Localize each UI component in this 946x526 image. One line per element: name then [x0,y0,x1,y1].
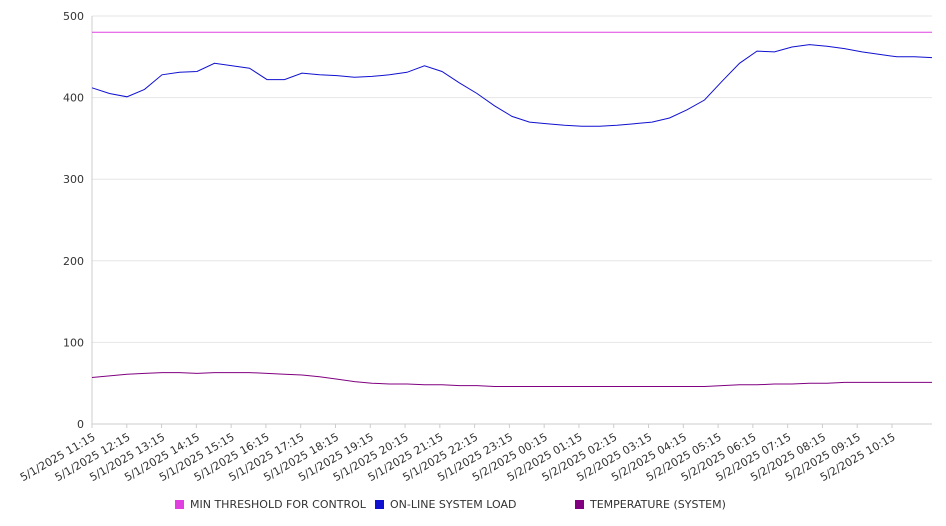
chart-axes [91,16,932,425]
y-tick-label: 500 [63,10,84,23]
y-tick-label: 100 [63,336,84,349]
y-tick-label: 0 [77,418,84,431]
y-axis-tick-labels: 0 100 200 300 400 500 [63,10,84,431]
legend-item-min-threshold[interactable]: MIN THRESHOLD FOR CONTROL [175,498,366,511]
series-line-system-load [91,44,933,127]
legend-swatch-temperature [575,500,584,509]
legend-swatch-min-threshold [175,500,184,509]
legend-item-system-load[interactable]: ON-LINE SYSTEM LOAD [375,498,516,511]
y-tick-label: 200 [63,255,84,268]
chart-gridlines [92,15,932,343]
legend-swatch-system-load [375,500,384,509]
series-line-temperature [91,372,932,387]
legend-label-system-load: ON-LINE SYSTEM LOAD [390,498,517,511]
chart-legend: MIN THRESHOLD FOR CONTROL ON-LINE SYSTEM… [0,498,946,514]
y-tick-label: 300 [63,173,84,186]
chart-series [91,31,933,387]
legend-label-temperature: TEMPERATURE (SYSTEM) [590,498,726,511]
y-tick-label: 400 [63,92,84,105]
x-axis-tick-labels: 5/1/2025 11:155/1/2025 12:155/1/2025 13:… [18,424,898,484]
legend-item-temperature[interactable]: TEMPERATURE (SYSTEM) [575,498,726,511]
legend-label-min-threshold: MIN THRESHOLD FOR CONTROL [190,498,366,511]
